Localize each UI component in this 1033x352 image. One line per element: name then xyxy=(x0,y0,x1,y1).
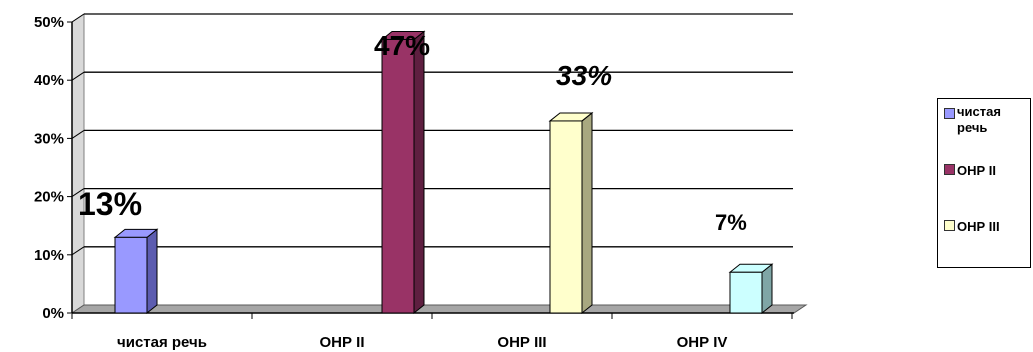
y-tick-label: 40% xyxy=(34,72,64,89)
bar-side xyxy=(147,229,157,313)
y-tick-label: 50% xyxy=(34,14,64,31)
y-tick-label: 10% xyxy=(34,247,64,264)
x-tick-labels: чистая речь ОНР II ОНР III ОНР IV xyxy=(117,334,727,351)
legend-item-0: чистая речь xyxy=(944,107,1019,136)
bar xyxy=(115,229,157,313)
data-label: 33% xyxy=(556,60,612,91)
chart-back-wall xyxy=(72,14,84,313)
axes xyxy=(72,22,794,319)
data-label: 13% xyxy=(78,186,142,222)
y-tick-label: 0% xyxy=(42,305,64,322)
x-tick-label: ОНР IV xyxy=(677,334,728,351)
legend-item-1: ОНР II xyxy=(944,163,996,179)
data-label: 7% xyxy=(715,210,747,235)
bar-front xyxy=(115,237,147,313)
y-tick-label: 30% xyxy=(34,130,64,147)
chart-floor xyxy=(72,305,806,313)
x-tick-label: ОНР II xyxy=(319,334,364,351)
legend-label-0: чистая речь xyxy=(957,104,1019,136)
bars xyxy=(115,31,772,313)
bar xyxy=(382,31,424,313)
x-tick-label: ОНР III xyxy=(497,334,546,351)
floor-surface xyxy=(72,305,806,313)
bar-side xyxy=(414,31,424,313)
bar-side xyxy=(582,113,592,313)
x-tick-label: чистая речь xyxy=(117,334,207,351)
side-wall xyxy=(72,14,84,313)
data-label: 47% xyxy=(374,30,430,61)
legend-label-2: ОНР III xyxy=(957,219,1000,234)
legend-label-1: ОНР II xyxy=(957,163,996,178)
y-tick-labels: 0% 10% 20% 30% 40% 50% xyxy=(34,14,64,322)
bar-front xyxy=(550,121,582,313)
legend-swatch-1 xyxy=(944,164,955,175)
bar xyxy=(550,113,592,313)
legend-swatch-2 xyxy=(944,220,955,231)
y-tick-label: 20% xyxy=(34,189,64,206)
legend-swatch-0 xyxy=(944,108,955,119)
legend: чистая речь ОНР II ОНР III xyxy=(937,98,1031,268)
bar-front xyxy=(382,39,414,313)
bar-front xyxy=(730,272,762,313)
bar xyxy=(730,264,772,313)
legend-item-2: ОНР III xyxy=(944,219,1000,235)
